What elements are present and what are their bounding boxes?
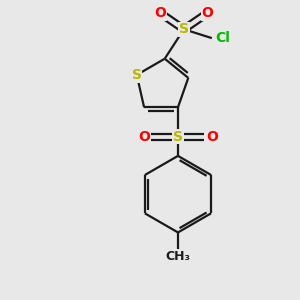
- Text: S: S: [132, 68, 142, 82]
- Text: Cl: Cl: [215, 31, 230, 45]
- Text: S: S: [173, 130, 183, 144]
- Text: S: S: [179, 22, 189, 36]
- Text: O: O: [206, 130, 218, 144]
- Text: CH₃: CH₃: [166, 250, 190, 263]
- Text: O: O: [202, 6, 213, 20]
- Text: O: O: [154, 6, 166, 20]
- Text: O: O: [138, 130, 150, 144]
